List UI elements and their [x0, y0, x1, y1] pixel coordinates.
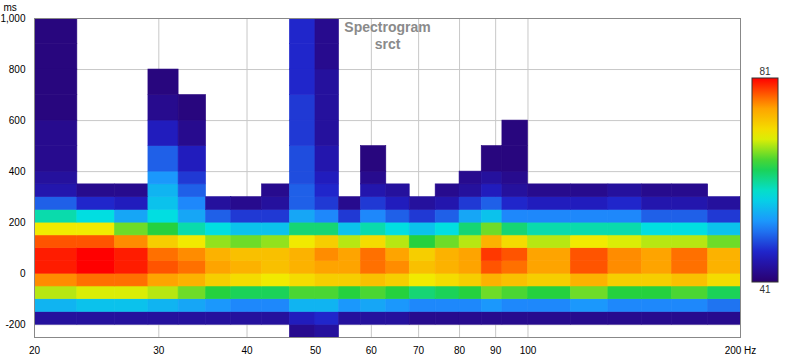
svg-text:srct: srct [375, 36, 401, 52]
svg-text:81: 81 [759, 66, 771, 77]
svg-text:Spectrogram: Spectrogram [344, 19, 430, 35]
svg-text:30: 30 [153, 345, 165, 356]
svg-text:0: 0 [20, 268, 26, 279]
svg-text:100: 100 [520, 345, 537, 356]
svg-text:-200: -200 [5, 319, 25, 330]
svg-text:ms: ms [4, 2, 17, 13]
svg-text:20: 20 [29, 345, 41, 356]
svg-text:200 Hz: 200 Hz [725, 345, 757, 356]
svg-text:70: 70 [413, 345, 425, 356]
svg-text:60: 60 [366, 345, 378, 356]
svg-text:40: 40 [241, 345, 253, 356]
svg-text:200: 200 [9, 217, 26, 228]
svg-text:600: 600 [9, 115, 26, 126]
svg-text:400: 400 [9, 166, 26, 177]
svg-text:1,000: 1,000 [0, 13, 25, 24]
svg-text:50: 50 [310, 345, 322, 356]
svg-text:90: 90 [490, 345, 502, 356]
svg-text:800: 800 [9, 64, 26, 75]
svg-text:80: 80 [454, 345, 466, 356]
svg-text:41: 41 [759, 284, 771, 295]
